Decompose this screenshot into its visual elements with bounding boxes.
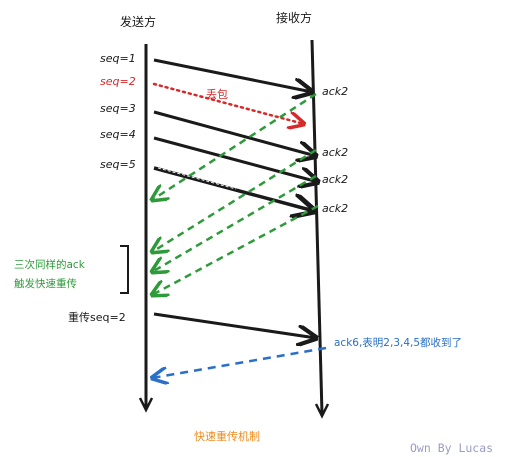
ack-label-1: ack2: [322, 85, 348, 98]
diagram-caption: 快速重传机制: [194, 429, 260, 443]
seq-label-5: seq=5: [100, 158, 136, 171]
ack-arrow-1: [152, 92, 317, 200]
segment-arrow-5: [153, 166, 314, 211]
receiver-timeline-arrowhead: [314, 403, 330, 419]
segment-arrow-1: [153, 58, 312, 92]
final-ack-arrow: [152, 346, 327, 378]
seq-label-1: seq=1: [100, 52, 136, 65]
ack-arrow-2: [152, 148, 317, 252]
retransmit-arrow: [153, 312, 316, 338]
ack-label-5: ack2: [322, 202, 348, 215]
dup-ack-note-line1: 三次同样的ack: [14, 258, 86, 271]
final-ack-note: ack6,表明2,3,4,5都收到了: [334, 336, 462, 349]
dup-ack-note-line2: 触发快速重传: [14, 277, 77, 290]
sender-timeline-arrowhead: [138, 397, 154, 413]
seq-label-3: seq=3: [100, 102, 136, 115]
retransmit-label: 重传seq=2: [68, 310, 126, 324]
receiver-header: 接收方: [276, 10, 312, 25]
receiver-timeline: [310, 39, 324, 415]
ack-label-4: ack2: [322, 173, 348, 186]
seq-label-4: seq=4: [100, 128, 136, 141]
packet-lost-label: 丢包: [206, 88, 228, 101]
segment-arrow-4: [153, 136, 318, 182]
sender-header: 发送方: [120, 14, 156, 29]
ack-arrow-4: [152, 204, 319, 295]
segment-arrow-2-lost: [152, 82, 304, 124]
ack-arrow-3: [152, 174, 317, 272]
ack-label-3: ack2: [322, 146, 348, 159]
segment-arrow-3: [153, 110, 316, 156]
author-credit: Own By Lucas: [410, 441, 493, 455]
seq-label-2: seq=2: [100, 75, 136, 88]
dup-ack-bracket: [120, 245, 129, 294]
